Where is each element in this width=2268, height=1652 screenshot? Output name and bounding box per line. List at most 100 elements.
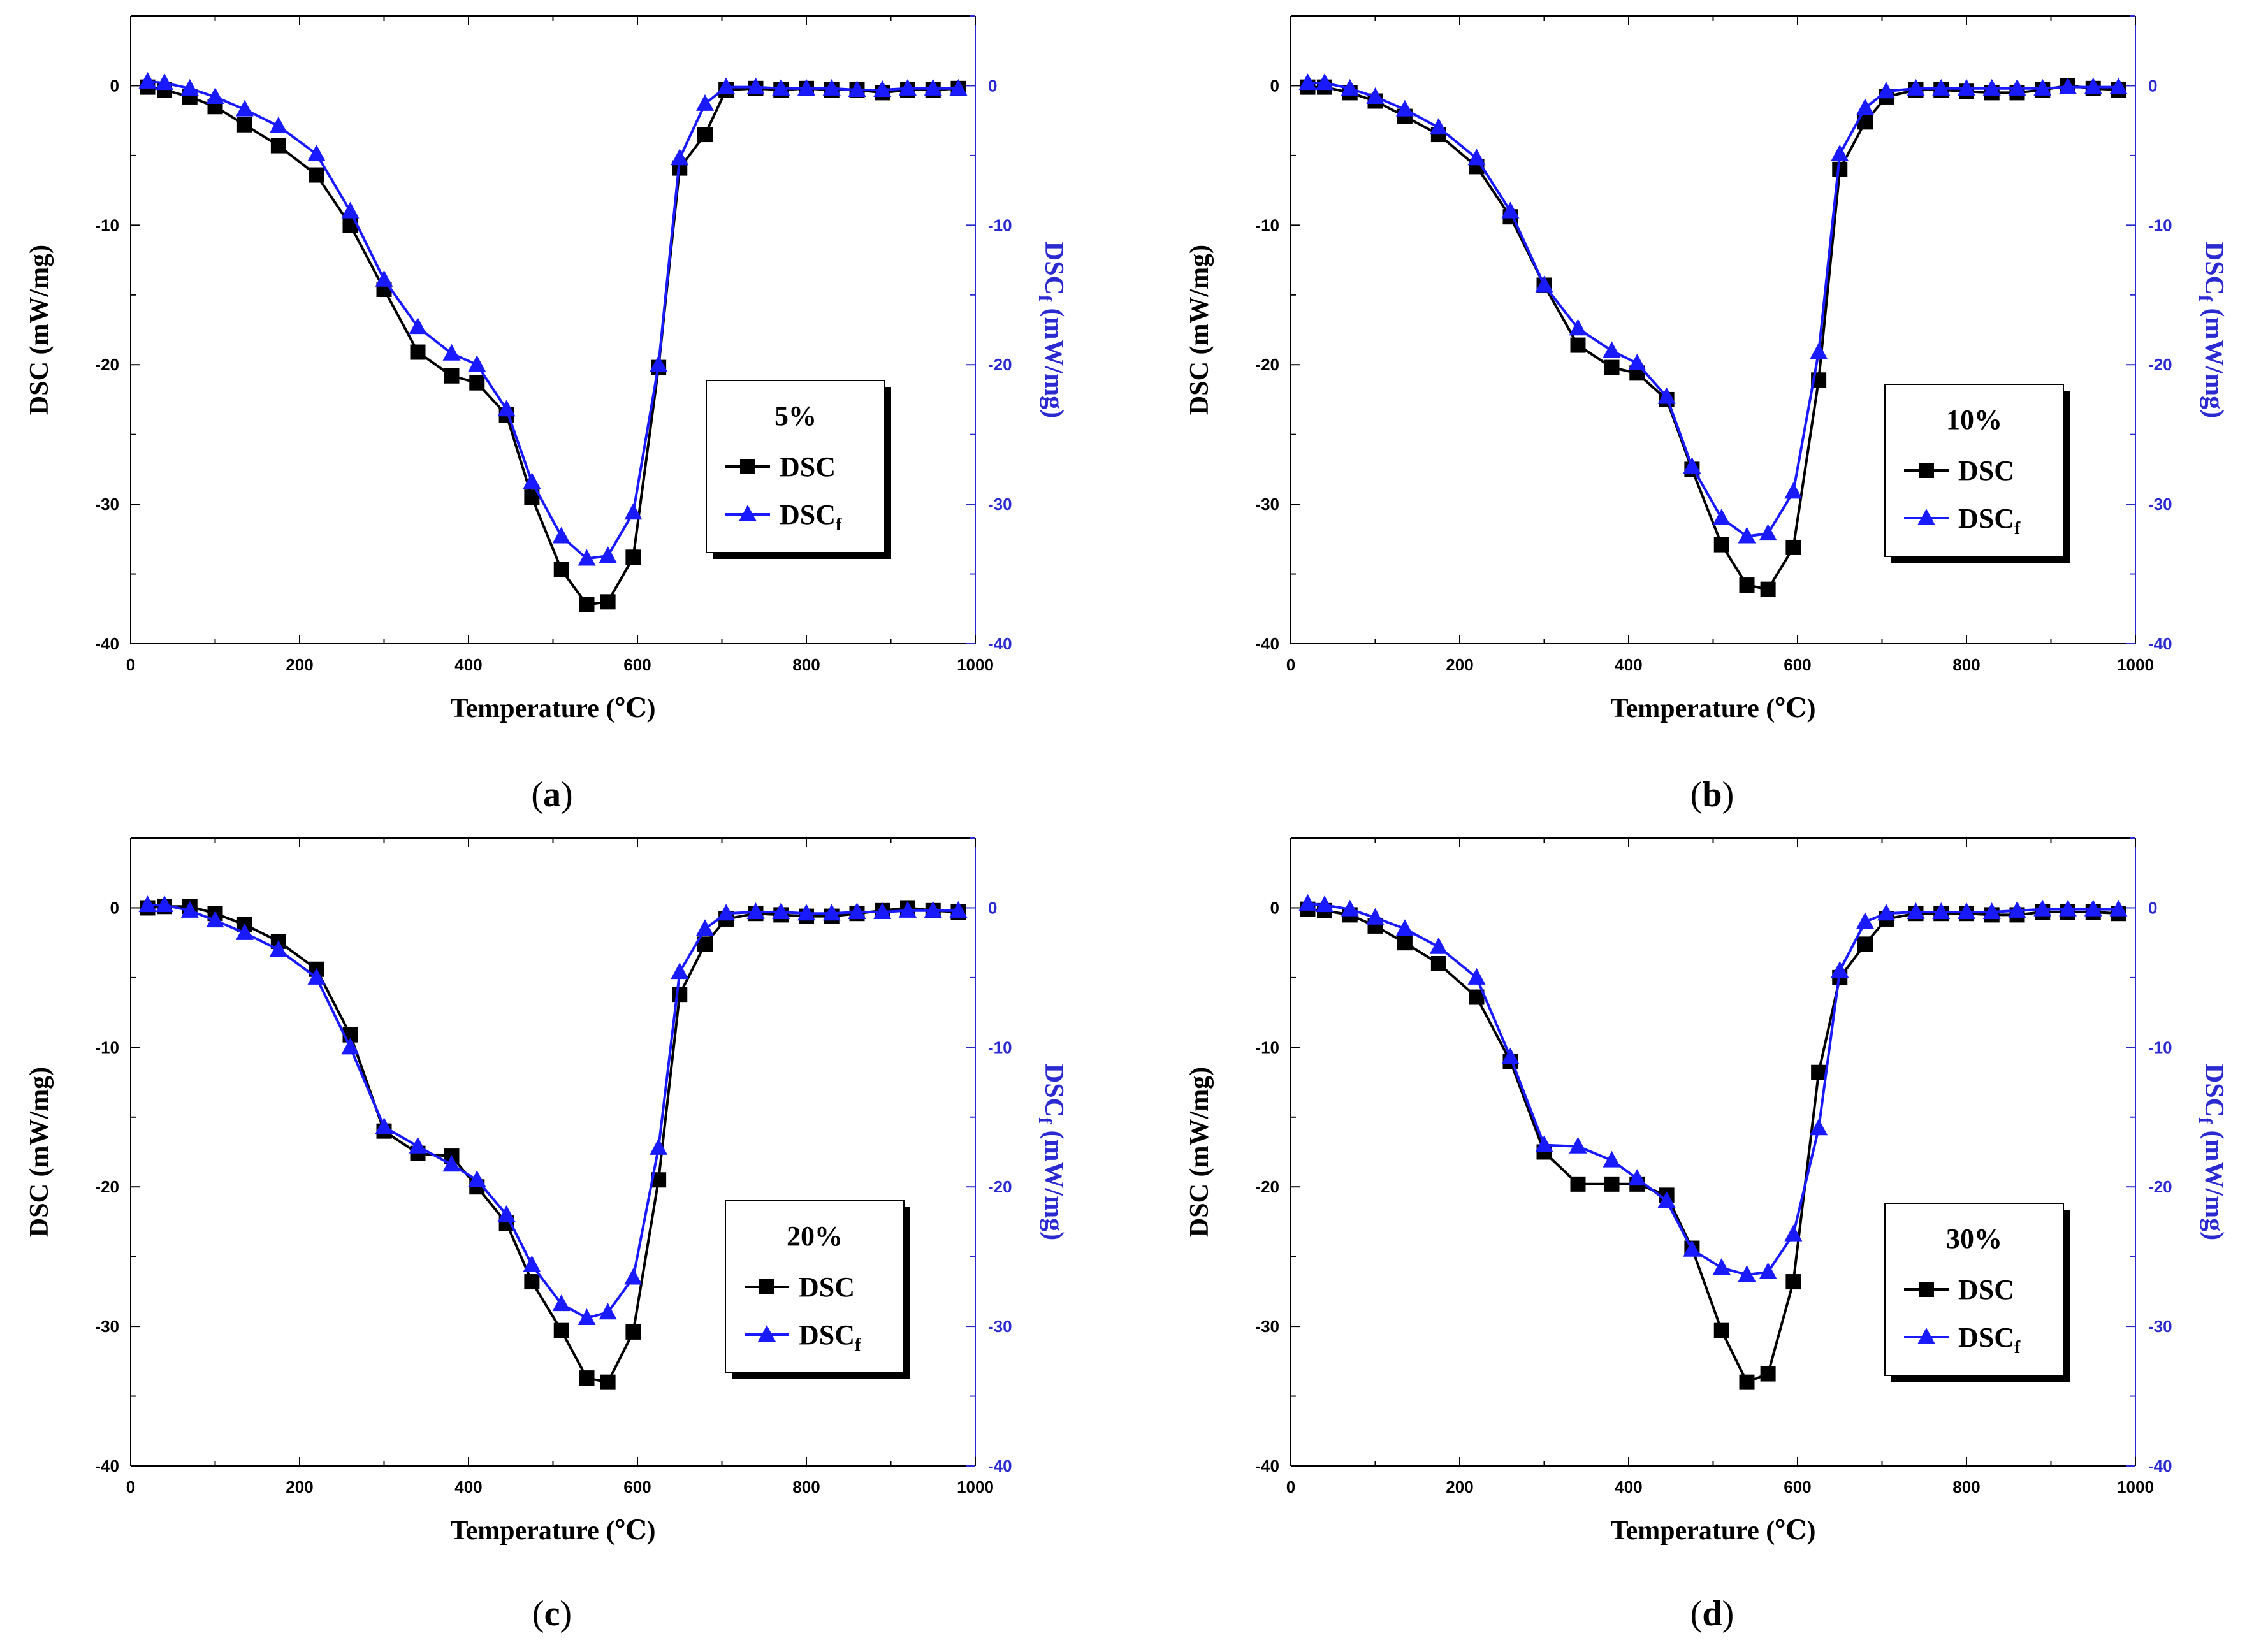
dscf-point [2008, 78, 2026, 96]
legend-dscf-subscript: f [2014, 1338, 2021, 1358]
x-tick-label: 800 [1952, 655, 1980, 674]
dscf-point [307, 144, 326, 161]
y-tick-label: 0 [1270, 898, 1279, 917]
dscf-point [523, 472, 541, 489]
dscf-point [1395, 919, 1414, 936]
x-tick-label: 1000 [2117, 655, 2154, 674]
dscf-point [1784, 482, 1803, 499]
dscf-point [1712, 509, 1731, 525]
dscf-point [924, 78, 942, 96]
dscf-point [1877, 82, 1896, 99]
dsc-point [236, 117, 252, 133]
y-axis-label: DSC (mW/mg) [25, 1067, 54, 1237]
dsc-point [1785, 539, 1801, 555]
dscf-point [235, 99, 254, 117]
x-tick-label: 600 [623, 1477, 651, 1496]
dscf-point [1535, 1135, 1553, 1152]
dscf-point [552, 526, 571, 544]
dscf-point [156, 895, 173, 913]
dscf-point [1657, 1191, 1676, 1208]
y-tick-label: -30 [1255, 1317, 1279, 1336]
legend-dscf-label: DSCf [1958, 1322, 2021, 1358]
y-tick-label: -40 [1255, 634, 1279, 653]
dscf-point [1501, 1047, 1520, 1064]
dscf-point [746, 902, 765, 920]
dscf-point [468, 355, 486, 372]
dscf-point [650, 1138, 668, 1155]
dsc-point [600, 594, 616, 610]
dsc-point [270, 138, 286, 154]
dscf-point [1429, 118, 1448, 135]
caption-close: ) [561, 775, 573, 815]
dscf-point [1738, 526, 1756, 544]
dscf-point [1982, 902, 2001, 920]
dsc-point [579, 597, 595, 612]
dscf-point [1569, 319, 1587, 336]
y-right-tick-label: -40 [988, 1456, 1012, 1475]
dscf-point [156, 73, 173, 91]
dsc-point [1739, 1374, 1755, 1390]
dsc-point [1760, 581, 1776, 597]
dscf-point [873, 80, 892, 98]
dscf-point [2109, 77, 2128, 94]
chart-panel-a: 0 200 400 600 800 1000 0 0 -10 -10 -20 -20 -30 -30 -40… [25, 15, 1068, 815]
y-right-tick-label: -10 [988, 1038, 1012, 1057]
dscf-point [1603, 1150, 1621, 1168]
x-tick-label: 1000 [957, 1477, 994, 1496]
dscf-point [2033, 899, 2052, 917]
legend-dscf-label: DSCf [1958, 503, 2021, 539]
dsc-point [1739, 577, 1755, 593]
dsc-point [553, 562, 569, 577]
dscf-point [949, 78, 968, 96]
dscf-point [1712, 1258, 1731, 1275]
dscf-point [1628, 354, 1646, 371]
dsc-point [1570, 337, 1586, 353]
caption-open: ( [1690, 775, 1703, 815]
y-right-axis-label: DSCf (mW/mg) [2195, 1064, 2228, 1240]
dscf-point [599, 546, 617, 563]
legend-dscf-subscript: f [855, 1335, 861, 1355]
y-right-label-subscript: f [1035, 1117, 1056, 1124]
dscf-point [442, 344, 461, 361]
y-right-label-units: (mW/mg) [1039, 1124, 1068, 1240]
y-right-tick-label: -10 [2148, 215, 2172, 235]
dscf-point [696, 94, 714, 111]
dsc-point [1397, 935, 1413, 951]
dscf-point [1657, 387, 1676, 404]
y-right-tick-label: -30 [988, 495, 1012, 514]
legend-dscf-marker [1917, 509, 1935, 525]
y-right-axis-label: DSCf (mW/mg) [2195, 242, 2228, 418]
dscf-point [1535, 275, 1553, 293]
legend-dscf-marker [739, 505, 757, 521]
y-right-tick-label: 0 [988, 76, 997, 95]
y-right-label-subscript: f [2195, 295, 2216, 302]
x-tick-label: 400 [1615, 655, 1642, 674]
dscf-point [180, 901, 199, 918]
y-right-tick-label: -20 [2148, 1177, 2172, 1196]
legend-dscf-main: DSC [1958, 1322, 2014, 1353]
dscf-point [2084, 77, 2102, 94]
dscf-point [138, 895, 157, 913]
dscf-point [497, 1205, 516, 1222]
dscf-point [375, 1117, 393, 1134]
dscf-point [1759, 524, 1777, 541]
dscf-point [206, 87, 224, 104]
dscf-point [523, 1255, 541, 1272]
caption-close: ) [1722, 1594, 1734, 1634]
x-tick-label: 0 [1286, 1477, 1295, 1496]
dscf-point [671, 962, 689, 980]
x-tick-label: 400 [454, 1477, 482, 1496]
x-tick-label: 600 [623, 655, 651, 674]
dscf-point [1395, 99, 1414, 117]
x-tick-label: 0 [126, 1477, 135, 1496]
chart-panel-c: 0 200 400 600 800 1000 0 0 -10 -10 -20 -20 -30 -30 -40… [25, 837, 1068, 1634]
y-right-tick-label: -20 [2148, 355, 2172, 374]
y-tick-label: 0 [110, 898, 119, 917]
y-right-tick-label: -20 [988, 1177, 1012, 1196]
x-tick-label: 1000 [957, 655, 994, 674]
dscf-point [1932, 78, 1951, 96]
dscf-point [1603, 341, 1621, 358]
y-tick-label: -40 [1255, 1456, 1279, 1475]
dscf-point [1856, 98, 1874, 115]
